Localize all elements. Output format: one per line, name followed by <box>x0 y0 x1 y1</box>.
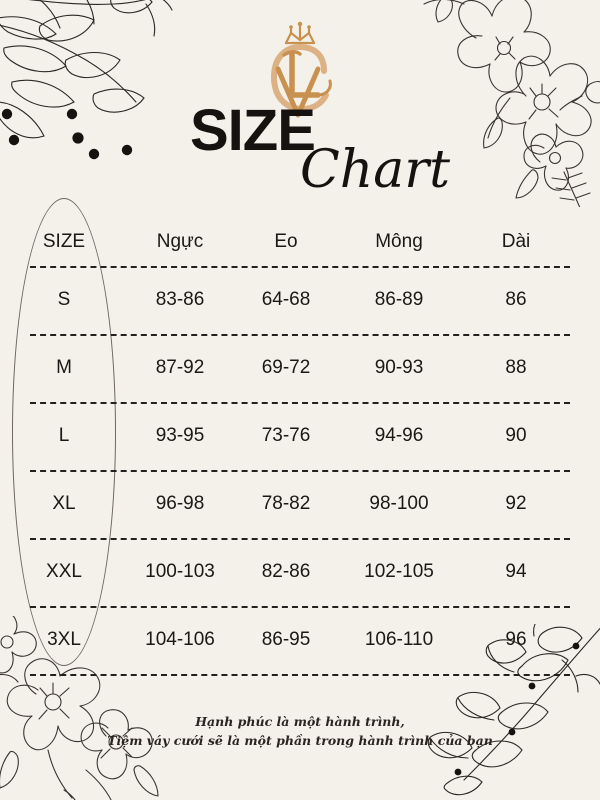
row-divider <box>30 402 570 404</box>
title-size: SIZE <box>190 98 316 163</box>
cell-size: S <box>57 288 71 310</box>
cell-hip: 86-89 <box>374 288 424 310</box>
cell-size: L <box>58 424 70 446</box>
cell-hip: 102-105 <box>364 560 434 582</box>
cell-hip: 90-93 <box>374 356 424 378</box>
column-header-waist: Eo <box>274 230 298 252</box>
row-divider <box>30 538 570 540</box>
cell-length: 88 <box>505 356 527 378</box>
cell-size: M <box>56 356 72 378</box>
table-row: M 87-92 69-72 90-93 88 <box>0 334 600 401</box>
cell-size: 3XL <box>47 628 81 650</box>
cell-bust: 100-103 <box>145 560 215 582</box>
row-divider <box>30 470 570 472</box>
row-divider <box>30 674 570 676</box>
row-divider <box>30 606 570 608</box>
cell-waist: 64-68 <box>261 288 311 310</box>
cell-length: 90 <box>505 424 527 446</box>
table-header-row: SIZE Ngực Eo Mông Dài <box>0 208 600 275</box>
cell-bust: 87-92 <box>155 356 205 378</box>
cell-length: 86 <box>505 288 527 310</box>
table-row: S 83-86 64-68 86-89 86 <box>0 266 600 333</box>
row-divider <box>30 266 570 268</box>
title-chart: Chart <box>300 140 451 200</box>
cell-bust: 93-95 <box>155 424 205 446</box>
cell-waist: 73-76 <box>261 424 311 446</box>
size-table: SIZE Ngực Eo Mông Dài S 83-86 64-68 86-8… <box>0 198 600 680</box>
cell-bust: 96-98 <box>155 492 205 514</box>
cell-waist: 69-72 <box>261 356 311 378</box>
table-row: L 93-95 73-76 94-96 90 <box>0 402 600 469</box>
cell-length: 96 <box>505 628 527 650</box>
table-row: XL 96-98 78-82 98-100 92 <box>0 470 600 537</box>
size-column-highlight-ellipse <box>12 198 116 666</box>
table-row: 3XL 104-106 86-95 106-110 96 <box>0 606 600 673</box>
cell-hip: 98-100 <box>369 492 429 514</box>
column-header-hip: Mông <box>375 230 423 252</box>
column-header-size: SIZE <box>42 230 86 252</box>
column-header-bust: Ngực <box>156 230 204 252</box>
cell-size: XXL <box>46 560 82 582</box>
cell-length: 92 <box>505 492 527 514</box>
crown-monogram-logo-icon <box>270 21 332 118</box>
cell-waist: 82-86 <box>261 560 311 582</box>
footer-line-2: Tiệm váy cưới sẽ là một phần trong hành … <box>107 733 493 749</box>
footer-tagline: Hạnh phúc là một hành trình, Tiệm váy cư… <box>0 712 600 751</box>
row-divider <box>30 334 570 336</box>
cell-bust: 83-86 <box>155 288 205 310</box>
page-title: SIZE Chart <box>0 96 600 206</box>
table-row: XXL 100-103 82-86 102-105 94 <box>0 538 600 605</box>
column-header-length: Dài <box>501 230 531 252</box>
cell-bust: 104-106 <box>145 628 215 650</box>
cell-hip: 106-110 <box>364 628 434 650</box>
cell-hip: 94-96 <box>374 424 424 446</box>
cell-length: 94 <box>505 560 527 582</box>
cell-size: XL <box>52 492 76 514</box>
footer-line-1: Hạnh phúc là một hành trình, <box>195 714 405 729</box>
cell-waist: 86-95 <box>261 628 311 650</box>
brand-logo <box>0 18 600 128</box>
cell-waist: 78-82 <box>261 492 311 514</box>
